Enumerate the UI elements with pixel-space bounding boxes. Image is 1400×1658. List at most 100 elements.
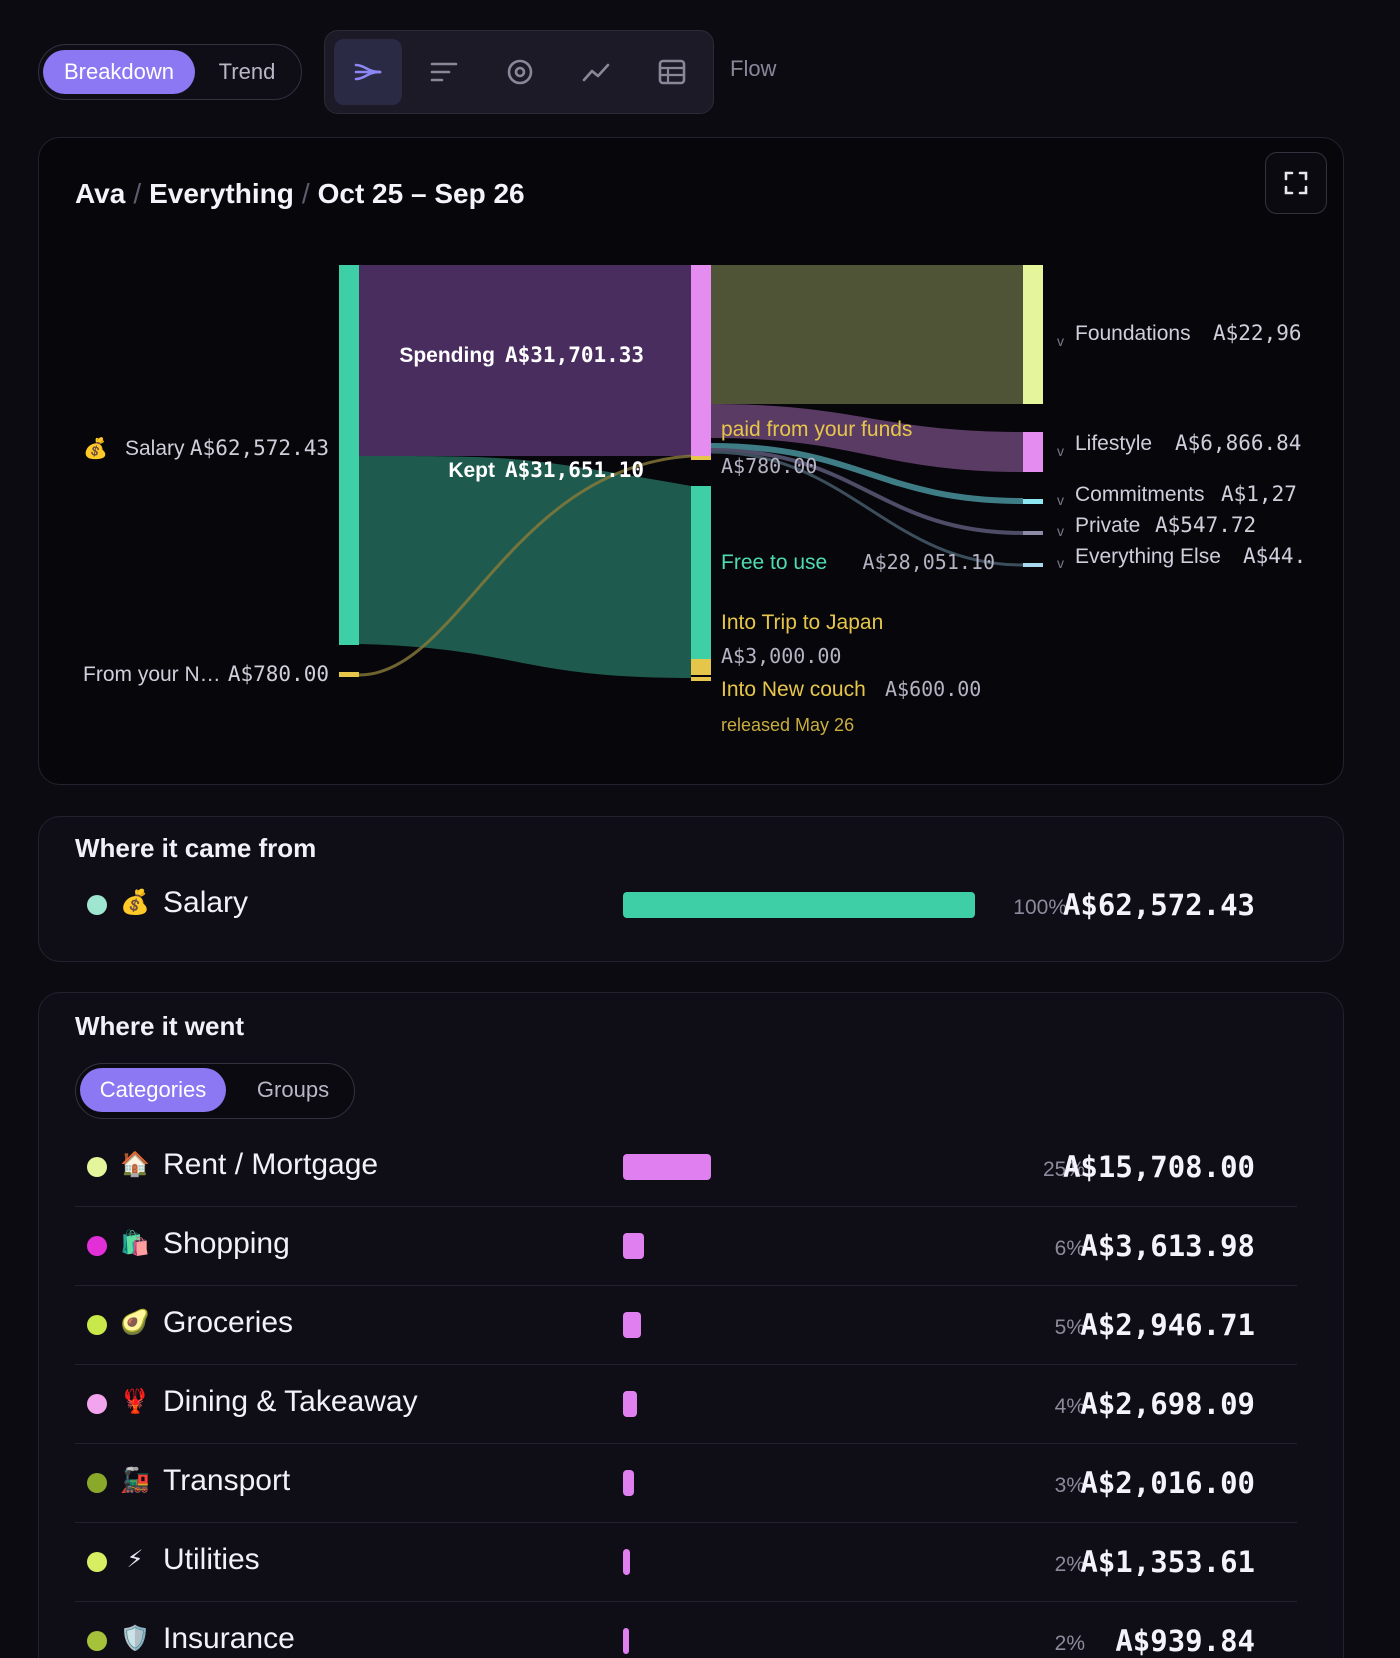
breadcrumb-separator: /	[301, 178, 310, 209]
salary-source-label[interactable]: Salary	[125, 437, 185, 460]
category-emoji-icon: 🥑	[120, 1309, 150, 1336]
list-item[interactable]: ⚡ Utilities 2% A$1,353.61	[75, 1523, 1297, 1602]
share-percent: 2%	[1054, 1632, 1085, 1655]
private-label[interactable]: Private	[1075, 514, 1140, 537]
list-item[interactable]: 🛍️ Shopping 6% A$3,613.98	[75, 1207, 1297, 1286]
categories-tab[interactable]: Categories	[80, 1068, 226, 1112]
category-name: Utilities	[163, 1543, 260, 1576]
salary-source-amount: A$62,572.43	[190, 436, 329, 460]
breadcrumb-range[interactable]: Oct 25 – Sep 26	[317, 178, 525, 209]
commitments-flow[interactable]	[710, 443, 1024, 504]
list-item[interactable]: 🦞 Dining & Takeaway 4% A$2,698.09	[75, 1365, 1297, 1444]
couch-node[interactable]	[691, 677, 711, 681]
groups-tab[interactable]: Groups	[256, 1077, 330, 1102]
private-amount: A$547.72	[1155, 513, 1256, 537]
foundations-label[interactable]: Foundations	[1075, 322, 1191, 345]
lifestyle-node[interactable]	[1023, 432, 1043, 472]
category-amount: A$15,708.00	[1062, 1150, 1255, 1184]
category-group-toggle: Categories Groups	[75, 1063, 355, 1119]
category-amount: A$939.84	[1115, 1624, 1255, 1658]
category-amount: A$3,613.98	[1080, 1229, 1255, 1263]
category-color-dot	[87, 1394, 107, 1414]
share-bar	[623, 1233, 644, 1259]
category-amount: A$1,353.61	[1080, 1545, 1255, 1579]
paid-from-funds-amount: A$780.00	[721, 454, 817, 478]
category-name: Groceries	[163, 1306, 294, 1339]
commitments-label[interactable]: Commitments	[1075, 483, 1205, 506]
category-color-dot	[87, 1631, 107, 1651]
list-item[interactable]: 🚂 Transport 3% A$2,016.00	[75, 1444, 1297, 1523]
bars-view-button[interactable]	[410, 39, 478, 105]
free-to-use-label: Free to use	[721, 551, 827, 574]
row-divider	[75, 1285, 1297, 1286]
free-node[interactable]	[691, 486, 711, 659]
everything-else-label[interactable]: Everything Else	[1075, 545, 1221, 568]
row-divider	[75, 1206, 1297, 1207]
share-bar	[623, 1312, 641, 1338]
breadcrumb-person[interactable]: Ava	[75, 178, 126, 209]
share-percent: 100%	[1013, 896, 1067, 919]
chevron-down-icon: v	[1057, 492, 1064, 508]
share-percent: 6%	[1054, 1237, 1085, 1260]
category-name: Rent / Mortgage	[163, 1148, 379, 1181]
everything-else-node[interactable]	[1023, 563, 1043, 567]
list-item[interactable]: 🏠 Rent / Mortgage 25% A$15,708.00	[75, 1128, 1297, 1207]
list-item[interactable]: 🥑 Groceries 5% A$2,946.71	[75, 1286, 1297, 1365]
spending-flow[interactable]	[359, 265, 691, 456]
category-amount: A$2,698.09	[1080, 1387, 1255, 1421]
category-color-dot	[87, 895, 107, 915]
commitments-amount: A$1,27	[1221, 482, 1297, 506]
table-icon	[658, 59, 686, 85]
breakdown-tab[interactable]: Breakdown	[43, 50, 195, 94]
couch-label: Into New couch	[721, 678, 866, 701]
lifestyle-label[interactable]: Lifestyle	[1075, 432, 1152, 455]
share-percent: 5%	[1054, 1316, 1085, 1339]
category-color-dot	[87, 1157, 107, 1177]
kept-amount: A$31,651.10	[505, 458, 644, 482]
lifestyle-amount: A$6,866.84	[1175, 431, 1301, 455]
category-name: Shopping	[163, 1227, 290, 1260]
foundations-amount: A$22,96	[1213, 321, 1302, 345]
trip-node[interactable]	[691, 659, 711, 675]
category-name: Transport	[163, 1464, 291, 1497]
donut-view-button[interactable]	[486, 39, 554, 105]
flow-view-button[interactable]	[334, 39, 402, 105]
list-item[interactable]: 🛡️ Insurance 2% A$939.84	[75, 1602, 1297, 1658]
fund-source-label[interactable]: From your N…	[83, 663, 221, 686]
couch-release-note: released May 26	[721, 715, 854, 735]
fund-node[interactable]	[339, 672, 359, 677]
private-node[interactable]	[1023, 531, 1043, 535]
view-switcher	[324, 30, 714, 114]
kept-flow[interactable]	[359, 456, 691, 678]
trend-tab[interactable]: Trend	[218, 59, 276, 84]
chevron-down-icon: v	[1057, 443, 1064, 459]
bars-icon	[430, 62, 458, 82]
went-title: Where it went	[75, 1011, 245, 1041]
chevron-down-icon: v	[1057, 333, 1064, 349]
salary-emoji: 💰	[83, 436, 108, 460]
category-color-dot	[87, 1473, 107, 1493]
fund-paid-node	[691, 456, 711, 460]
salary-node[interactable]	[339, 265, 359, 645]
came-from-title: Where it came from	[75, 833, 317, 863]
category-amount: A$62,572.43	[1062, 888, 1255, 922]
category-color-dot	[87, 1552, 107, 1572]
expand-button[interactable]	[1265, 152, 1327, 214]
foundations-node[interactable]	[1023, 265, 1043, 404]
row-divider	[75, 1443, 1297, 1444]
table-view-button[interactable]	[638, 39, 706, 105]
category-name: Salary	[163, 886, 249, 919]
everything-else-flow[interactable]	[710, 450, 1024, 567]
private-flow[interactable]	[710, 448, 1024, 535]
commitments-node[interactable]	[1023, 499, 1043, 504]
row-divider	[75, 1364, 1297, 1365]
share-bar	[623, 1549, 630, 1575]
spending-node[interactable]	[691, 265, 711, 456]
foundations-flow[interactable]	[711, 265, 1023, 404]
lifestyle-flow[interactable]	[711, 404, 1023, 472]
share-bar	[623, 1391, 637, 1417]
list-item[interactable]: 💰 Salary 100% A$62,572.43	[75, 866, 1297, 945]
breadcrumb-scope[interactable]: Everything	[149, 178, 294, 209]
couch-amount: A$600.00	[885, 677, 981, 701]
line-view-button[interactable]	[562, 39, 630, 105]
